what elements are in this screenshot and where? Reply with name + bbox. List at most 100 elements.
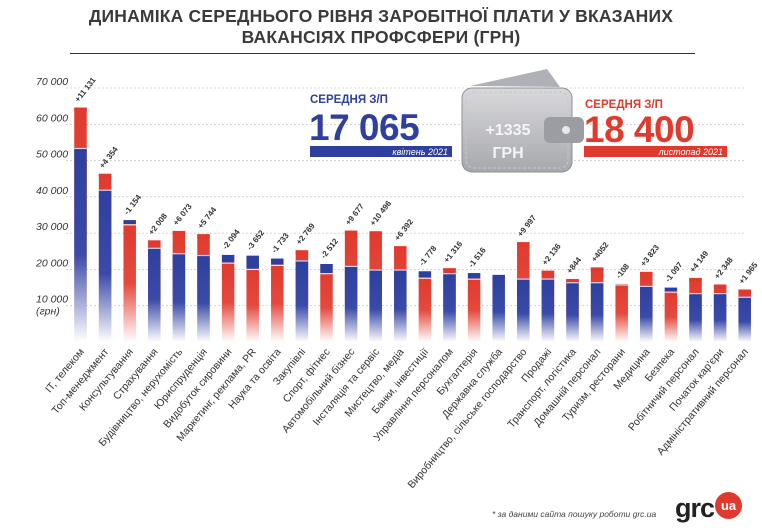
y-tick-label: 60 000 [36, 112, 68, 124]
change-label: +9 997 [516, 213, 539, 238]
y-tick-label: 20 000 [35, 257, 68, 269]
change-label: +1 316 [442, 239, 465, 264]
bar-group [295, 250, 309, 342]
bar-divider [738, 296, 751, 298]
title-line-2: ВАКАНСІЯХ ПРОФСФЕРИ (ГРН) [241, 27, 521, 47]
summary-right-value: 18 400 [584, 109, 694, 150]
bar-group [541, 270, 555, 342]
title-line-1: ДИНАМІКА СЕРЕДНЬОГО РІВНЯ ЗАРОБІТНОЇ ПЛА… [88, 6, 674, 26]
bar-april [98, 189, 112, 342]
bar-november [246, 268, 259, 342]
bar-april [443, 273, 456, 342]
change-label: +4052 [590, 240, 611, 264]
change-label: +9 677 [344, 201, 367, 226]
bar-group [713, 284, 727, 342]
bar-november-cap [443, 268, 456, 273]
bar-divider [74, 147, 87, 150]
chart-title: ДИНАМІКА СЕРЕДНЬОГО РІВНЯ ЗАРОБІТНОЇ ПЛА… [0, 6, 762, 48]
bar-group [664, 287, 678, 342]
bar-group [221, 254, 235, 342]
bar-april [689, 293, 702, 342]
bar-april [271, 258, 284, 265]
bar-november-cap [590, 267, 604, 272]
bar-divider [295, 260, 309, 262]
change-label: -1 097 [663, 260, 684, 284]
bar-divider [123, 224, 136, 226]
bar-april [492, 274, 505, 342]
bar-divider [664, 291, 678, 293]
bar-group [566, 279, 579, 342]
bar-group [246, 255, 259, 342]
bar-divider [246, 268, 259, 271]
change-label: +5 744 [196, 205, 219, 230]
bar-november [467, 278, 481, 342]
bar-april [221, 254, 235, 263]
bar-november-cap [689, 277, 702, 282]
bar-divider [566, 282, 579, 284]
bar-group [271, 258, 284, 342]
bar-april [172, 253, 186, 342]
bar-group [123, 220, 136, 342]
bar-april [369, 269, 382, 342]
change-label: +10 496 [368, 199, 393, 228]
bar-november-cap [172, 230, 186, 235]
bar-april [713, 293, 727, 342]
bar-group [590, 267, 604, 342]
bar-april [148, 247, 161, 342]
bar-november [664, 291, 678, 342]
change-label: -1 154 [122, 192, 143, 216]
bar-group [738, 289, 751, 342]
bar-divider [541, 278, 555, 280]
bar-divider [197, 254, 210, 257]
bar-group [640, 271, 653, 342]
bar-group [148, 240, 161, 342]
bar-november [615, 284, 628, 342]
bar-group [74, 107, 87, 342]
bar-divider [443, 273, 456, 275]
bar-group [418, 271, 432, 342]
change-label: +2 348 [713, 255, 736, 280]
bar-april [418, 271, 432, 278]
summary-left-label: СЕРЕДНЯ З/П [310, 94, 388, 106]
change-label: +844 [565, 255, 584, 275]
bar-november-cap [197, 234, 210, 239]
y-unit-label: (грн) [36, 306, 60, 318]
bar-april [541, 278, 555, 342]
y-tick-label: 50 000 [36, 149, 68, 161]
grc-logo[interactable]: grc ua [675, 491, 743, 523]
bar-april [123, 220, 136, 225]
bar-november-cap [640, 271, 653, 276]
y-tick-label: 10 000 [36, 294, 68, 306]
bar-november-cap [713, 284, 727, 289]
bar-divider [467, 278, 481, 280]
bar-april [74, 147, 87, 342]
summary-left-period: квітень 2021 [392, 147, 448, 157]
source-note: * за даними сайта пошуку роботи grc.ua [492, 509, 657, 519]
change-label: -1 778 [417, 244, 438, 268]
bar-april [295, 260, 309, 342]
y-tick-label: 70 000 [36, 76, 68, 88]
change-label: -2 512 [319, 236, 340, 260]
bar-divider [640, 285, 653, 287]
summary-panel: СЕРЕДНЯ З/П 17 065 квітень 2021 +1335 ГР… [309, 69, 727, 173]
change-label: -1 516 [467, 245, 488, 269]
wallet-unit: ГРН [492, 145, 523, 162]
change-label: +2 008 [147, 211, 170, 236]
change-label: +2 136 [540, 242, 563, 267]
logo-text: grc [675, 493, 715, 523]
summary-left-band [310, 146, 452, 157]
y-axis: 10 000 20 000 30 000 40 000 50 000 60 000 70 0… [35, 76, 68, 318]
bar-divider [713, 293, 727, 295]
summary-right-label: СЕРЕДНЯ З/П [585, 99, 663, 111]
bar-divider [369, 269, 382, 271]
bar-april [566, 282, 579, 342]
x-axis: IT, телекомТоп-менеджментКонсультуванняС… [43, 346, 751, 491]
bar-group [394, 246, 407, 342]
title-divider [70, 53, 695, 54]
bar-november-cap [541, 270, 555, 275]
change-label: +4 149 [688, 249, 711, 274]
bar-group [172, 230, 186, 342]
bar-november [418, 277, 432, 342]
bar-april [640, 285, 653, 342]
